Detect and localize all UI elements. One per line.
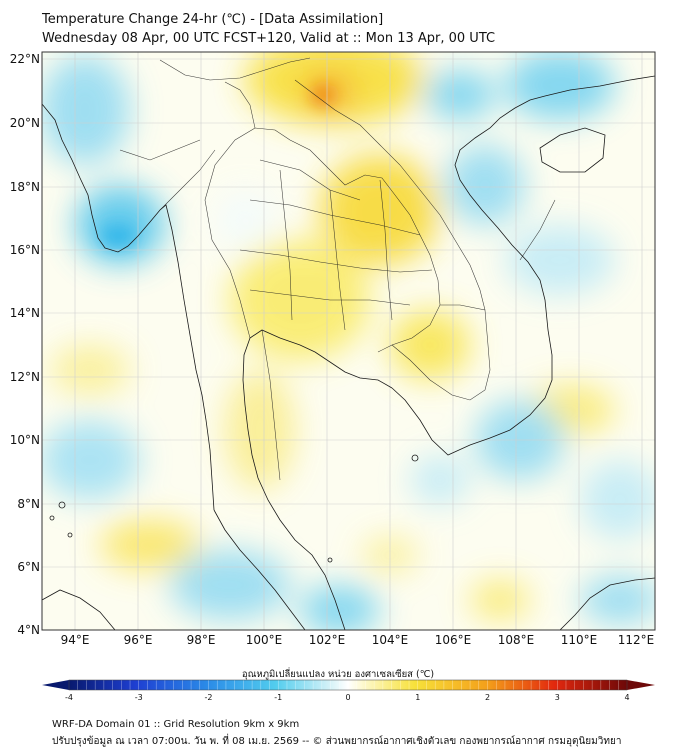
map-subtitle: Wednesday 08 Apr, 00 UTC FCST+120, Valid… bbox=[42, 31, 496, 46]
temperature-field bbox=[42, 52, 655, 630]
lat-label: 10°N bbox=[9, 433, 40, 447]
coastlines bbox=[42, 75, 655, 630]
footer-credit: ปรับปรุงข้อมูล ณ เวลา 07:00น. วัน พ. ที่… bbox=[52, 736, 622, 747]
lat-label: 22°N bbox=[9, 52, 40, 66]
lat-label: 14°N bbox=[9, 306, 40, 320]
lon-label: 106°E bbox=[434, 633, 472, 647]
lon-label: 100°E bbox=[245, 633, 283, 647]
lat-label: 18°N bbox=[9, 180, 40, 194]
colorbar-tick: -1 bbox=[274, 693, 283, 702]
colorbar-title: อุณหภูมิเปลี่ยนแปลง หน่วย องศาเซลเซียส (… bbox=[241, 669, 435, 680]
colorbar-min-arrow bbox=[42, 680, 69, 690]
lon-label: 108°E bbox=[497, 633, 535, 647]
colorbar-tick: -4 bbox=[65, 693, 73, 702]
lat-label: 12°N bbox=[9, 370, 40, 384]
lat-label: 20°N bbox=[9, 116, 40, 130]
lon-label: 110°E bbox=[560, 633, 598, 647]
colorbar-max-arrow bbox=[627, 680, 655, 690]
lat-label: 8°N bbox=[17, 497, 40, 511]
lon-label: 98°E bbox=[186, 633, 216, 647]
lon-label: 102°E bbox=[308, 633, 346, 647]
colorbar-tick: 2 bbox=[484, 693, 491, 702]
lon-label: 94°E bbox=[60, 633, 90, 647]
borders bbox=[119, 57, 556, 481]
colorbar-tick: 4 bbox=[624, 693, 630, 702]
lon-label: 96°E bbox=[123, 633, 153, 647]
lat-label: 16°N bbox=[9, 243, 40, 257]
colorbar-tick: 0 bbox=[345, 693, 351, 702]
lon-label: 112°E bbox=[617, 633, 655, 647]
colorbar-tick: -2 bbox=[204, 693, 213, 702]
lon-label: 104°E bbox=[371, 633, 409, 647]
map-frame bbox=[41, 51, 656, 631]
lat-label: 4°N bbox=[17, 623, 40, 637]
graticule bbox=[42, 52, 655, 630]
footer-resolution: WRF-DA Domain 01 :: Grid Resolution 9km … bbox=[52, 719, 300, 730]
colorbar-tick: 3 bbox=[554, 693, 560, 702]
colorbar-tick: 1 bbox=[415, 693, 421, 702]
map-title: Temperature Change 24-hr (℃) - [Data Ass… bbox=[42, 12, 384, 27]
lat-label: 6°N bbox=[17, 560, 40, 574]
colorbar-tick: -3 bbox=[134, 693, 143, 702]
